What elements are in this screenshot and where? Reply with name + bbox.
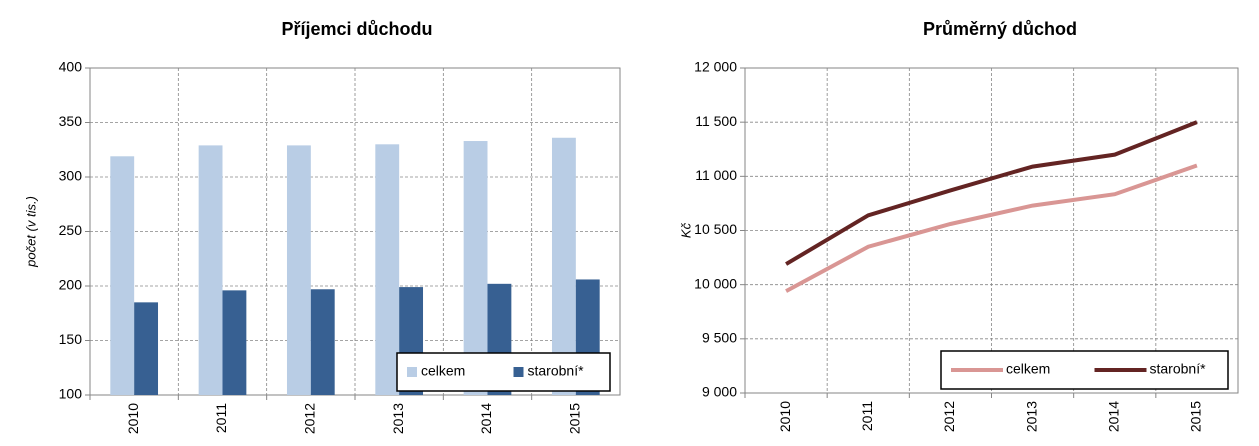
- legend-swatch: [513, 367, 524, 377]
- line: [785, 163, 1198, 293]
- y-tick-label: 10 000: [694, 275, 737, 291]
- y-tick-label: 11 000: [695, 167, 737, 183]
- x-tick-label: 2015: [567, 403, 583, 434]
- y-tick-label: 250: [59, 222, 83, 238]
- chart-title: Průměrný důchod: [923, 19, 1077, 39]
- y-tick-label: 11 500: [695, 113, 737, 129]
- bar: [110, 156, 135, 395]
- bar: [286, 145, 311, 395]
- y-tick-label: 300: [59, 168, 83, 184]
- x-tick-label: 2014: [1105, 401, 1121, 432]
- y-tick-label: 10 500: [694, 221, 737, 237]
- legend-label: celkem: [421, 363, 465, 379]
- legend-label: starobní*: [528, 363, 585, 379]
- y-axis-label: Kč: [678, 222, 693, 238]
- y-tick-label: 9 000: [702, 384, 737, 400]
- legend-label: celkem: [1006, 361, 1050, 377]
- y-tick-label: 9 500: [702, 330, 737, 346]
- chart-title: Příjemci důchodu: [281, 19, 432, 39]
- bar: [310, 289, 335, 395]
- legend-label: starobní*: [1150, 361, 1207, 377]
- legend-box: [396, 352, 611, 392]
- bar: [198, 145, 223, 395]
- x-tick-label: 2011: [213, 403, 229, 433]
- x-tick-label: 2012: [941, 401, 957, 432]
- x-tick-label: 2015: [1188, 401, 1204, 432]
- line: [785, 120, 1198, 266]
- x-tick-label: 2014: [478, 403, 494, 434]
- y-tick-label: 350: [59, 113, 83, 129]
- bar: [222, 290, 247, 395]
- bar: [551, 137, 576, 395]
- x-tick-label: 2010: [125, 403, 141, 434]
- bar: [463, 141, 488, 395]
- y-tick-label: 12 000: [694, 59, 737, 75]
- bar: [375, 144, 400, 395]
- x-tick-label: 2010: [777, 401, 793, 432]
- y-tick-label: 200: [59, 277, 83, 293]
- y-tick-label: 150: [59, 331, 83, 347]
- bar: [134, 302, 159, 395]
- y-axis-label: počet (v tis.): [23, 196, 38, 268]
- x-tick-label: 2013: [390, 403, 406, 434]
- y-tick-label: 400: [59, 59, 83, 75]
- x-tick-label: 2012: [302, 403, 318, 434]
- x-tick-label: 2011: [859, 401, 875, 431]
- x-tick-label: 2013: [1023, 401, 1039, 432]
- legend-swatch: [407, 367, 417, 377]
- y-tick-label: 100: [59, 386, 83, 402]
